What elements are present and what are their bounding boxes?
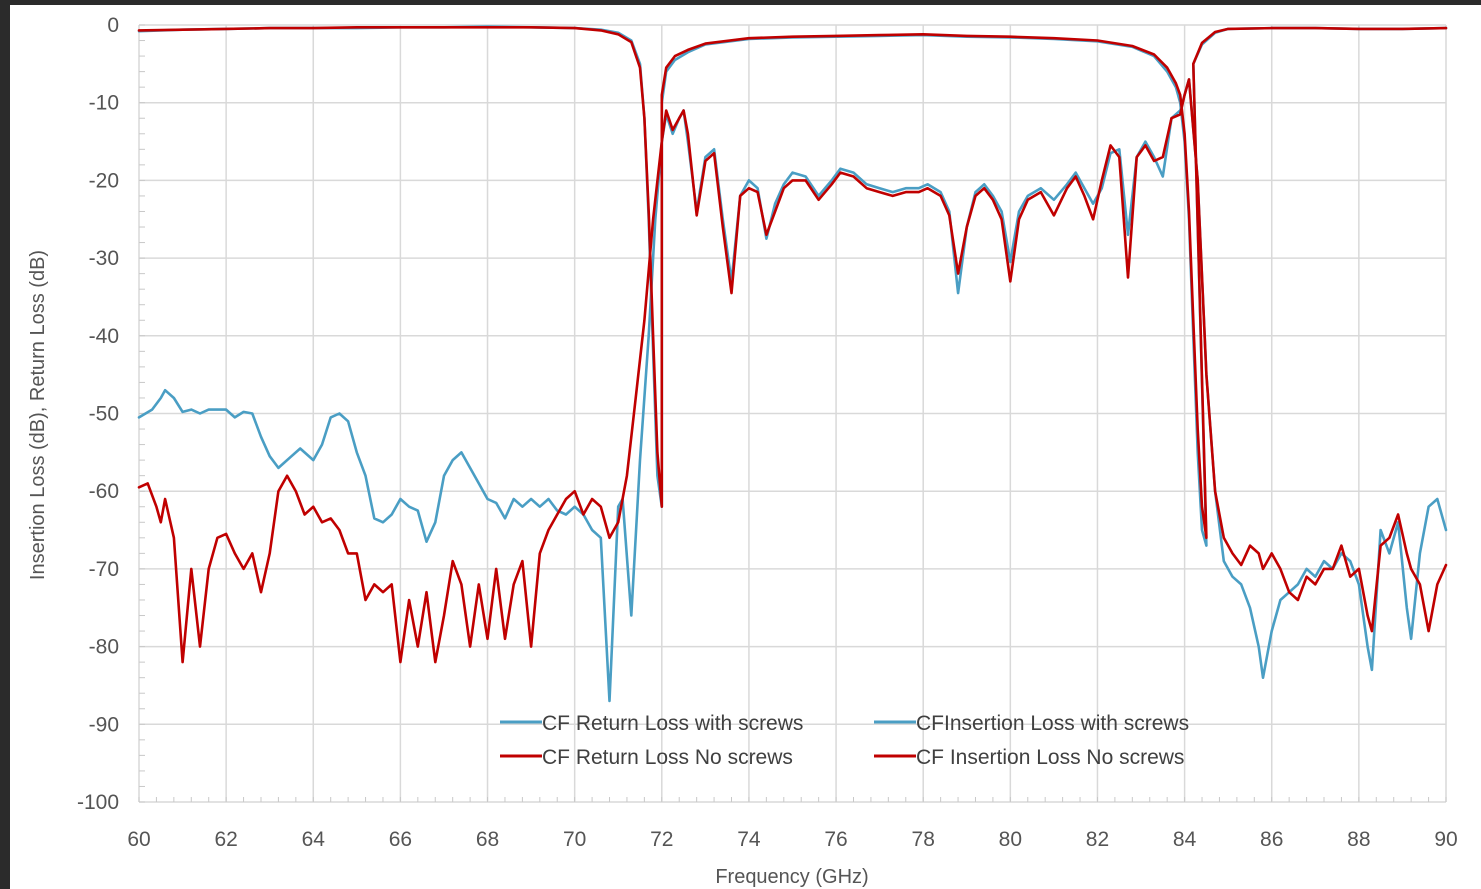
y-tick-label: -10 — [89, 92, 119, 115]
x-tick-label: 60 — [127, 828, 150, 851]
x-tick-label: 90 — [1434, 828, 1457, 851]
y-tick-label: -50 — [89, 403, 119, 426]
grid-lines — [138, 24, 1447, 803]
x-tick-label: 78 — [912, 828, 935, 851]
legend-label: CF Return Loss with screws — [542, 712, 803, 735]
y-tick-label: -80 — [89, 636, 119, 659]
x-tick-label: 88 — [1347, 828, 1370, 851]
x-tick-label: 68 — [476, 828, 499, 851]
x-tick-label: 80 — [999, 828, 1022, 851]
x-tick-label: 82 — [1086, 828, 1109, 851]
x-tick-label: 72 — [650, 828, 673, 851]
series-line-1 — [137, 78, 1448, 703]
x-axis-title: Frequency (GHz) — [715, 866, 868, 888]
y-tick-label: -20 — [89, 169, 119, 192]
x-tick-label: 86 — [1260, 828, 1283, 851]
series-line-2 — [137, 25, 1448, 547]
y-tick-label: -100 — [77, 791, 119, 814]
chart-frame: 0 -10 -20 -30 -40 -50 -60 -70 -80 -90 -100 60 62 64 6… — [10, 5, 1481, 889]
line-chart: 0-10-20-30-40-50-60-70-80-90-100 60 62 64 6… — [27, 14, 1458, 888]
x-tick-label: 62 — [214, 828, 237, 851]
y-tick-labels: 0 -10 -20 -30 -40 -50 -60 -70 -80 -90 -100 — [77, 14, 119, 814]
legend-label: CFInsertion Loss with screws — [916, 712, 1189, 735]
y-tick-label: -70 — [89, 558, 119, 581]
series-line-4 — [137, 26, 1448, 540]
y-tick-label: -40 — [89, 325, 119, 348]
x-tick-label: 76 — [824, 828, 847, 851]
minor-ticks — [138, 24, 1447, 803]
x-tick-label: 84 — [1173, 828, 1197, 851]
y-tick-label: -60 — [89, 480, 119, 503]
series-line-3 — [137, 78, 1448, 664]
legend-label: CF Insertion Loss No screws — [916, 746, 1184, 769]
x-tick-labels: 60 62 64 66 68 70 72 74 76 78 80 82 84 86 88 90 — [127, 828, 1457, 851]
x-tick-label: 66 — [389, 828, 412, 851]
legend-label: CF Return Loss No screws — [542, 746, 793, 769]
legend: CF Return Loss with screws CFInsertion Lo… — [500, 712, 1189, 769]
y-tick-label: -90 — [89, 713, 119, 736]
x-tick-label: 64 — [302, 828, 326, 851]
y-tick-label: 0 — [107, 14, 119, 37]
y-axis-title: Insertion Loss (dB), Return Loss (dB) — [27, 250, 49, 580]
series-layer — [137, 25, 1448, 703]
y-tick-label: -30 — [89, 247, 119, 270]
x-tick-label: 70 — [563, 828, 586, 851]
x-tick-label: 74 — [737, 828, 761, 851]
